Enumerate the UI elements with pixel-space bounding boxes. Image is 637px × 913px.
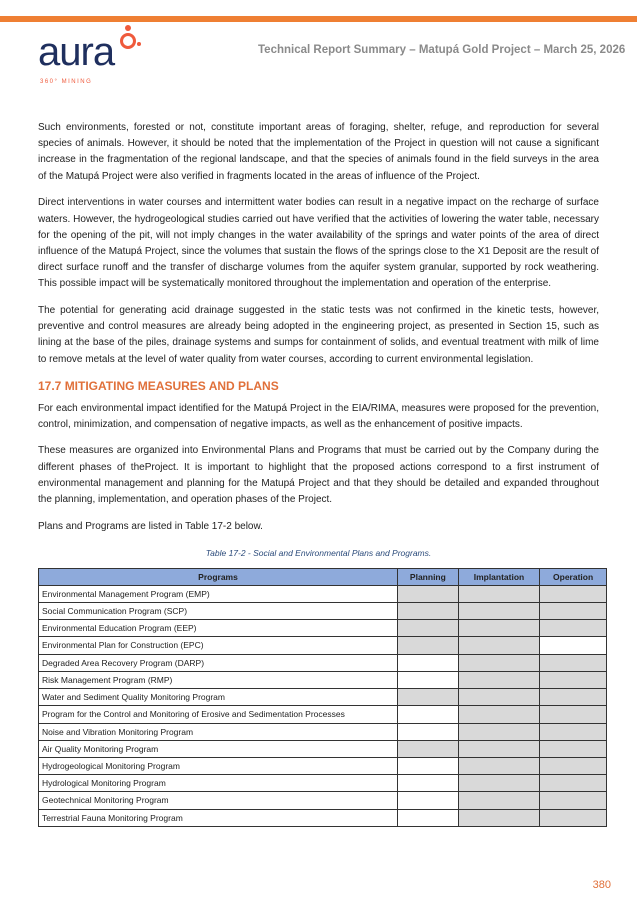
phase-cell-operation [539,739,607,758]
phase-cell-planning [397,739,459,758]
table-row: Program for the Control and Monitoring o… [38,705,607,724]
phase-cell-implantation [457,774,541,793]
phase-cell-planning [397,705,459,724]
phase-cell-planning [397,774,459,793]
phase-cell-operation [539,636,607,655]
logo-dot [137,42,141,46]
phase-cell-implantation [457,619,541,638]
table-row: Environmental Plan for Construction (EPC… [38,636,607,655]
program-name: Environmental Plan for Construction (EPC… [38,636,398,655]
table-row: Geotechnical Monitoring Program [38,791,607,810]
phase-cell-planning [397,584,459,604]
program-name: Terrestrial Fauna Monitoring Program [38,808,398,827]
table-row: Water and Sediment Quality Monitoring Pr… [38,688,607,707]
program-name: Environmental Education Program (EEP) [38,619,398,638]
program-name: Air Quality Monitoring Program [38,739,398,758]
column-header: Planning [397,567,459,586]
program-name: Geotechnical Monitoring Program [38,791,398,810]
phase-cell-operation [539,670,607,690]
paragraph: Such environments, forested or not, cons… [38,122,599,182]
programs-table: Programs Planning Implantation Operation… [38,567,607,827]
program-name: Degraded Area Recovery Program (DARP) [38,653,398,672]
phase-cell-implantation [457,722,541,741]
column-header: Implantation [457,567,541,586]
phase-cell-implantation [457,808,541,827]
phase-cell-implantation [457,653,541,672]
section-heading: 17.7 MITIGATING MEASURES AND PLANS [38,379,279,394]
phase-cell-implantation [457,670,541,690]
phase-cell-operation [539,653,607,672]
phase-cell-implantation [457,636,541,655]
program-name: Risk Management Program (RMP) [38,670,398,690]
table-row: Hydrogeological Monitoring Program [38,756,607,776]
table-row: Terrestrial Fauna Monitoring Program [38,808,607,827]
phase-cell-operation [539,688,607,707]
paragraph: Direct interventions in water courses an… [38,197,599,290]
table-row: Environmental Education Program (EEP) [38,619,607,638]
phase-cell-operation [539,791,607,810]
paragraph: These measures are organized into Enviro… [38,445,599,506]
phase-cell-planning [397,808,459,827]
page-number: 380 [592,878,611,891]
logo-tagline: 360° MINING [40,79,93,85]
program-name: Hydrogeological Monitoring Program [38,756,398,776]
phase-cell-planning [397,636,459,655]
phase-cell-planning [397,722,459,741]
phase-cell-implantation [457,756,541,776]
body-text: Such environments, forested or not, cons… [38,0,611,913]
column-header: Programs [38,567,398,586]
table-row: Air Quality Monitoring Program [38,739,607,758]
phase-cell-operation [539,705,607,724]
logo-text: aura [38,30,115,74]
phase-cell-operation [539,722,607,741]
phase-cell-implantation [457,791,541,810]
phase-cell-planning [397,791,459,810]
header-accent-bar [0,16,637,22]
table-row: Degraded Area Recovery Program (DARP) [38,653,607,672]
phase-cell-planning [397,670,459,690]
table-row: Hydrological Monitoring Program [38,774,607,793]
program-name: Environmental Management Program (EMP) [38,584,398,604]
program-name: Program for the Control and Monitoring o… [38,705,398,724]
phase-cell-operation [539,584,607,604]
table-row: Noise and Vibration Monitoring Program [38,722,607,741]
phase-cell-implantation [457,739,541,758]
paragraph: The potential for generating acid draina… [38,305,599,365]
column-header: Operation [539,567,607,586]
logo-dot [125,25,131,31]
phase-cell-planning [397,602,459,621]
phase-cell-operation [539,602,607,621]
paragraph: For each environmental impact identified… [38,402,599,430]
table-row: Environmental Management Program (EMP) [38,584,607,604]
program-name: Hydrological Monitoring Program [38,774,398,793]
paragraph: Plans and Programs are listed in Table 1… [38,520,263,532]
phase-cell-implantation [457,705,541,724]
phase-cell-planning [397,756,459,776]
table-row: Social Communication Program (SCP) [38,602,607,621]
phase-cell-operation [539,756,607,776]
phase-cell-operation [539,774,607,793]
phase-cell-implantation [457,688,541,707]
phase-cell-operation [539,619,607,638]
running-header: Technical Report Summary – Matupá Gold P… [258,44,626,56]
phase-cell-planning [397,688,459,707]
program-name: Social Communication Program (SCP) [38,602,398,621]
logo-ring [120,33,136,49]
phase-cell-implantation [457,602,541,621]
phase-cell-implantation [457,584,541,604]
aura-logo: aura 360° MINING [38,24,148,88]
phase-cell-planning [397,653,459,672]
phase-cell-operation [539,808,607,827]
phase-cell-planning [397,619,459,638]
program-name: Water and Sediment Quality Monitoring Pr… [38,688,398,707]
table-row: Risk Management Program (RMP) [38,670,607,690]
program-name: Noise and Vibration Monitoring Program [38,722,398,741]
table-caption: Table 17-2 - Social and Environmental Pl… [205,548,432,559]
